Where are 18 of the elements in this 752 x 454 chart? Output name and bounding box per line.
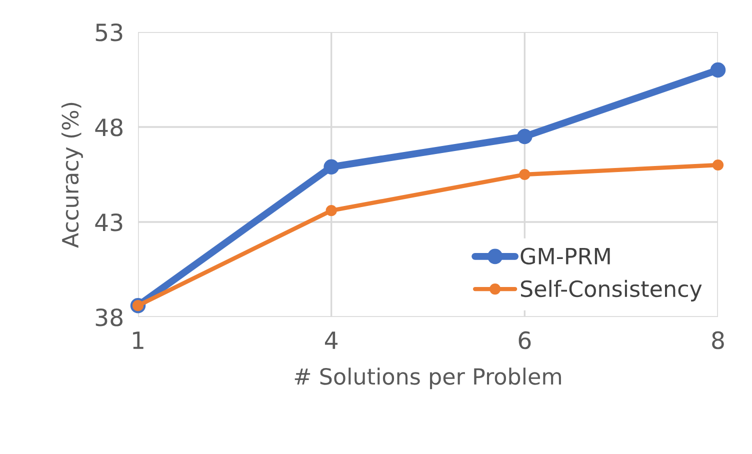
y-tick-label: 38 <box>96 308 122 326</box>
x-tick-label: 4 <box>324 332 338 349</box>
legend-label: Self-Consistency <box>520 280 702 302</box>
x-axis-title: # Solutions per Problem <box>294 368 561 390</box>
point <box>517 128 532 144</box>
y-tick-label: 53 <box>96 23 122 42</box>
point <box>710 62 726 78</box>
point <box>519 168 530 180</box>
point <box>712 159 724 171</box>
x-tick-label: 6 <box>518 331 531 350</box>
y-tick-label: 48 <box>95 118 122 136</box>
point <box>324 159 339 175</box>
x-tick-label: 1 <box>133 332 144 349</box>
x-tick-label: 8 <box>712 331 724 350</box>
y-axis-title: Accuracy (%) <box>61 102 83 248</box>
legend-label: GM-PRM <box>520 248 610 265</box>
point <box>326 205 337 216</box>
y-tick-label: 43 <box>95 213 122 232</box>
